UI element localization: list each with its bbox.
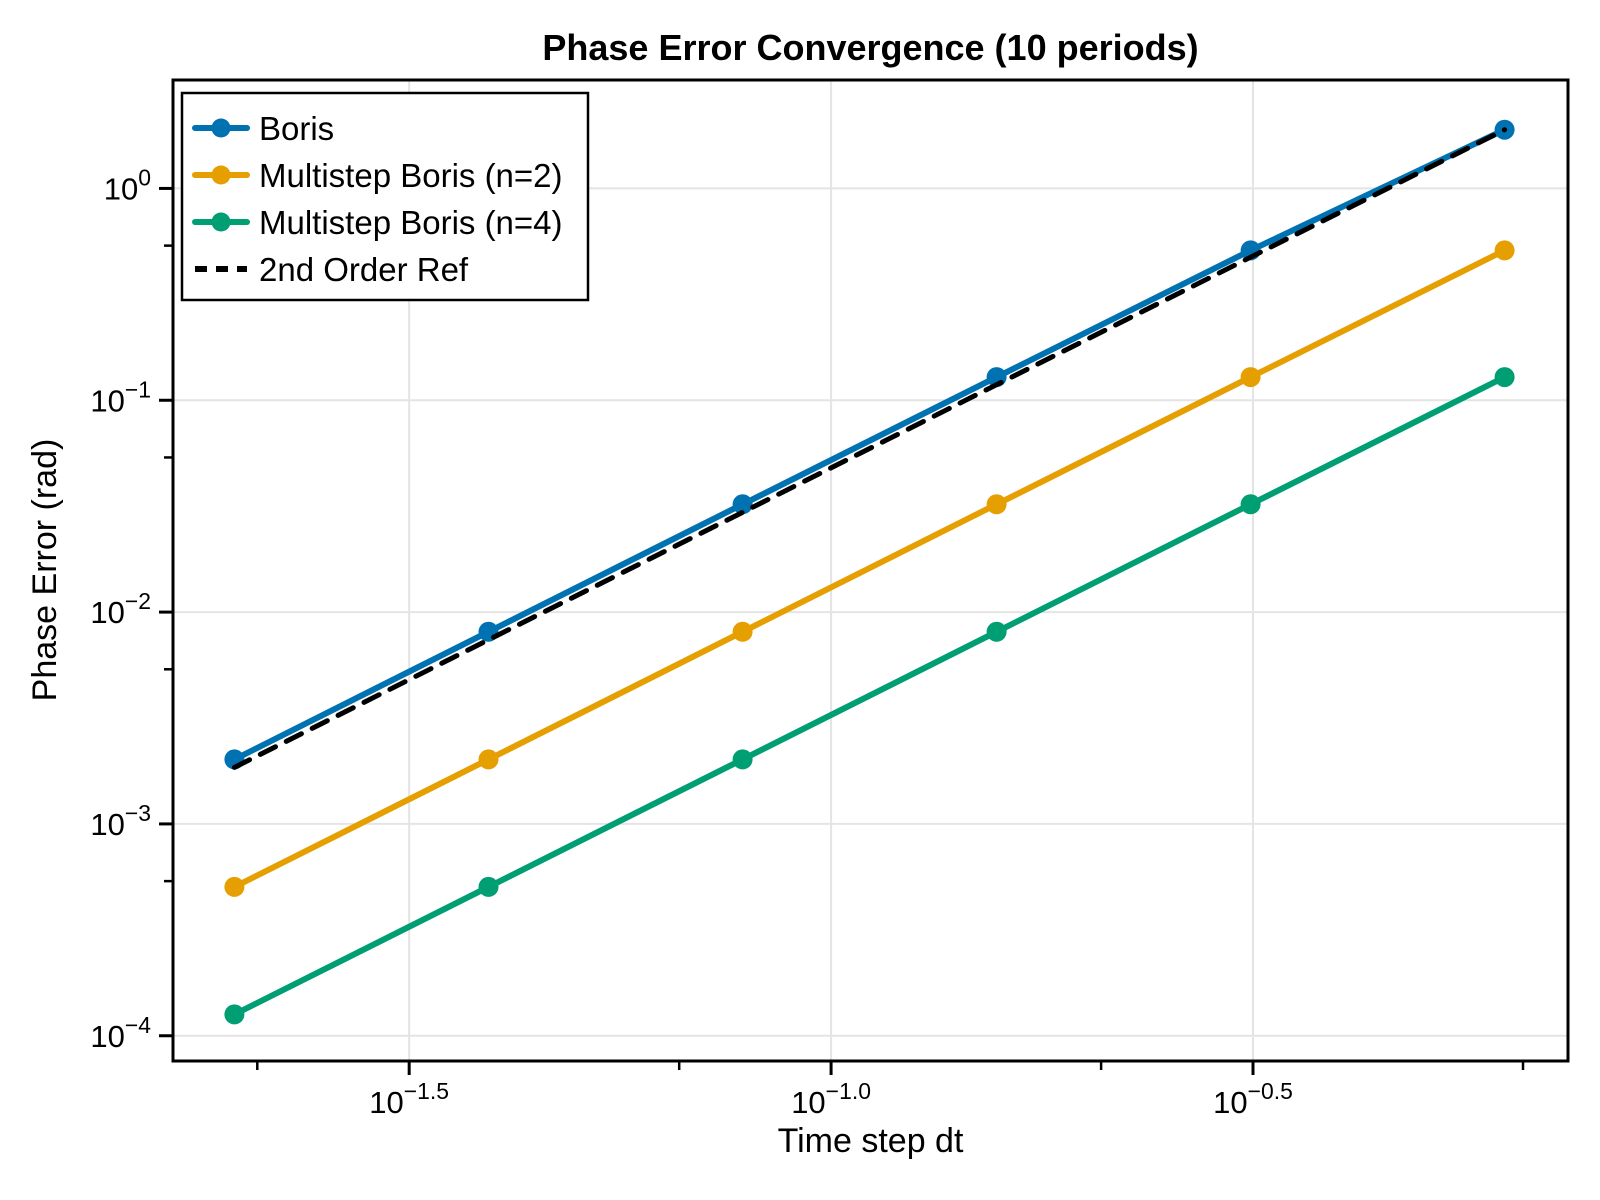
legend-swatch-marker	[211, 212, 231, 232]
y-tick-label: 10−2	[90, 588, 151, 630]
data-point	[732, 621, 753, 642]
y-tick-label: 10−3	[90, 800, 151, 842]
legend-label: Boris	[259, 110, 334, 147]
series-line-1	[231, 126, 1508, 763]
legend-label: Multistep Boris (n=4)	[259, 204, 563, 241]
y-axis-label: Phase Error (rad)	[26, 438, 64, 702]
series-line-2	[231, 247, 1508, 890]
data-point	[1240, 367, 1261, 388]
legend-label: Multistep Boris (n=2)	[259, 157, 563, 194]
data-point	[478, 876, 499, 897]
series-line-4	[231, 127, 1508, 770]
data-point	[224, 876, 245, 897]
data-point	[1240, 494, 1261, 515]
y-tick-label: 10−4	[90, 1012, 151, 1054]
x-tick-label: 10−1.0	[791, 1078, 871, 1120]
data-point	[732, 749, 753, 770]
chart-title: Phase Error Convergence (10 periods)	[542, 27, 1199, 68]
series-line-3	[231, 374, 1508, 1018]
data-point	[224, 1004, 245, 1025]
y-tick-label: 100	[104, 164, 151, 206]
plot-frame	[171, 78, 1570, 1063]
legend-label: 2nd Order Ref	[259, 251, 469, 288]
x-axis-label: Time step dt	[777, 1122, 964, 1160]
data-point	[732, 494, 753, 515]
data-point	[1494, 240, 1515, 261]
legend-swatch-marker	[211, 165, 231, 185]
data-point	[478, 749, 499, 770]
data-point	[986, 621, 1007, 642]
y-tick-label: 10−1	[90, 376, 151, 418]
legend-swatch-marker	[211, 118, 231, 138]
data-point	[1494, 367, 1515, 388]
x-tick-label: 10−1.5	[369, 1078, 449, 1120]
data-point	[986, 494, 1007, 515]
x-tick-label: 10−0.5	[1213, 1078, 1293, 1120]
